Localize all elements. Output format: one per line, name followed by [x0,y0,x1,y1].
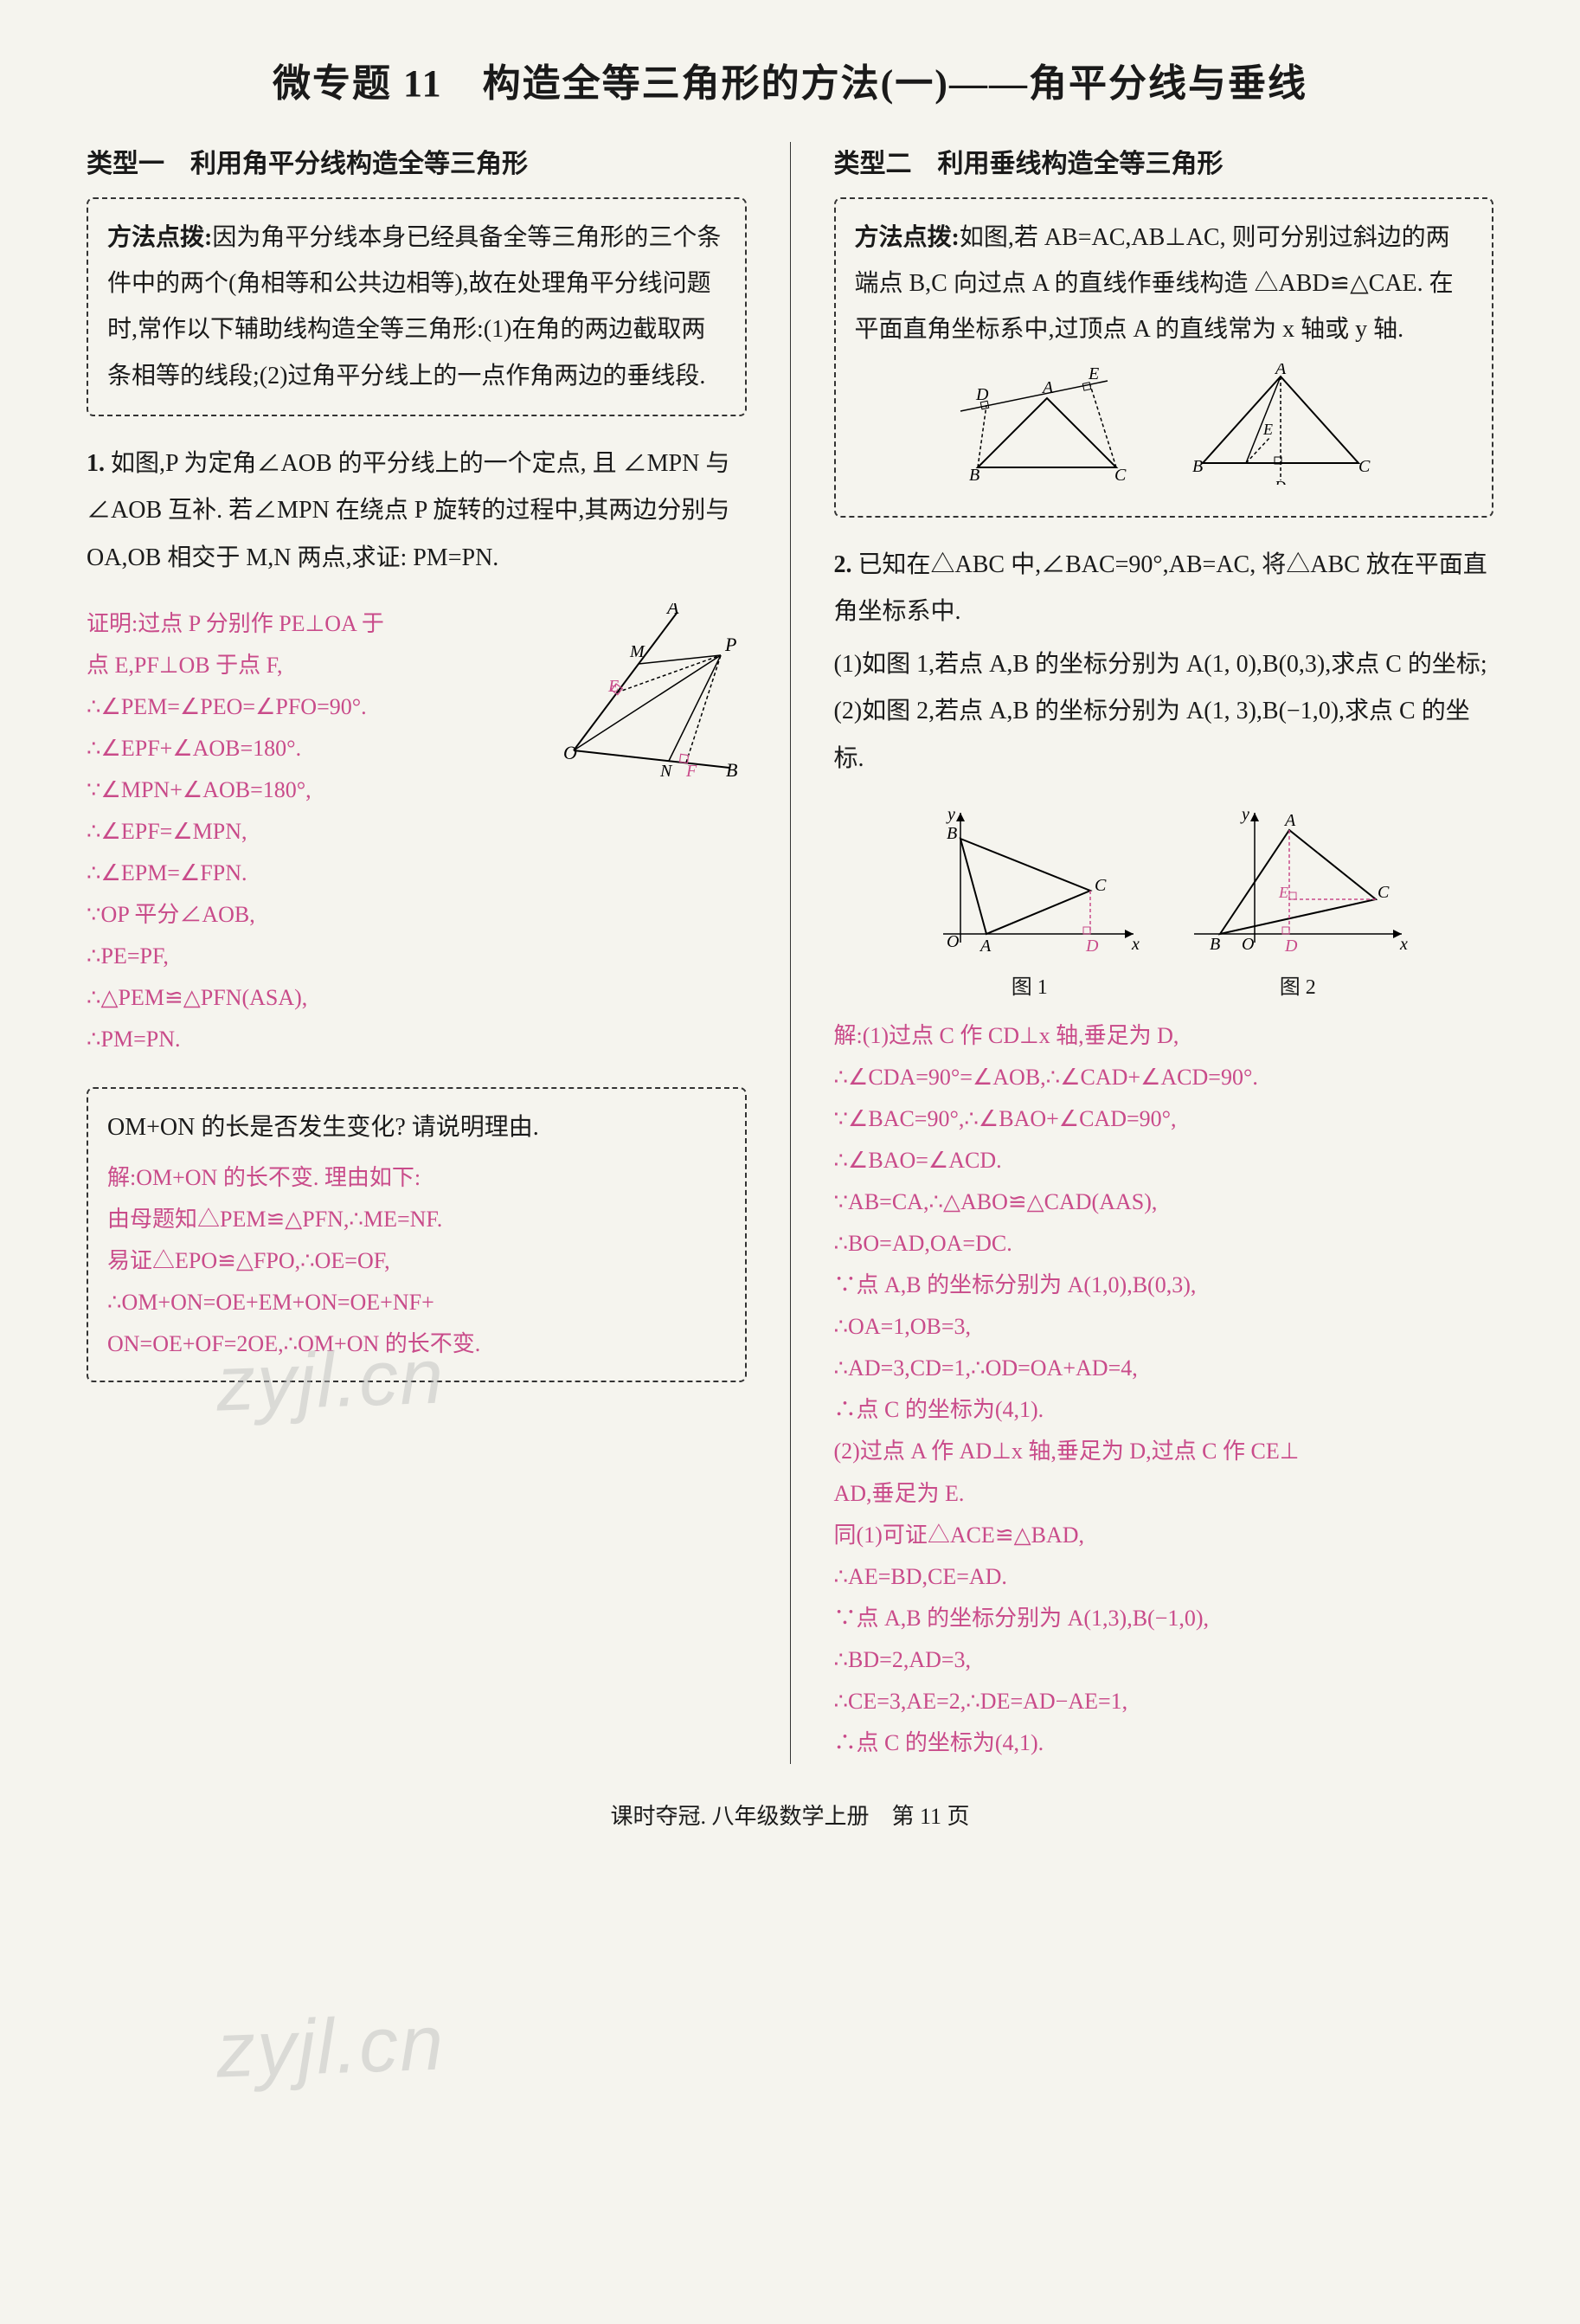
svg-text:x: x [1399,935,1408,954]
column-divider [790,142,791,1764]
problem-1-answer-block: A O P B M E N F 证明:过点 P 分别作 PE⊥OA 于 点 E,… [87,603,747,1061]
problem-1: 1. 如图,P 为定角∠AOB 的平分线上的一个定点, 且 ∠MPN 与 ∠AO… [87,441,747,583]
svg-text:M: M [629,642,645,661]
svg-text:A: A [1283,811,1296,830]
problem-num: 1. [87,450,105,477]
ans-line: ∴BD=2,AD=3, [834,1639,1494,1681]
ans-line: ∵∠BAC=90°,∴∠BAO+∠CAD=90°, [834,1098,1494,1140]
ans-line: ∴OA=1,OB=3, [834,1306,1494,1348]
proof-line: ∵OP 平分∠AOB, [87,894,747,936]
svg-text:F: F [685,762,697,776]
method-label: 方法点拨: [855,224,960,251]
proof-line: ∴PE=PF, [87,936,747,977]
svg-text:C: C [1114,466,1127,485]
svg-text:A: A [1041,378,1054,397]
method-figures: A B C D E A B C E D [855,364,1474,485]
right-column: 类型二 利用垂线构造全等三角形 方法点拨:如图,若 AB=AC,AB⊥AC, 则… [834,142,1494,1764]
ans-line: ∵AB=CA,∴△ABO≌△CAD(AAS), [834,1181,1494,1223]
proof-line: ∴△PEM≌△PFN(ASA), [87,977,747,1019]
left-heading: 类型一 利用角平分线构造全等三角形 [87,142,747,180]
fig1-caption: 图 1 [917,969,1142,1000]
ans-line: ∵点 A,B 的坐标分别为 A(1,3),B(−1,0), [834,1598,1494,1639]
svg-text:E: E [607,677,619,696]
left-column: 类型一 利用角平分线构造全等三角形 方法点拨:因为角平分线本身已经具备全等三角形… [87,142,747,1764]
svg-text:E: E [1262,421,1273,438]
ans-line: AD,垂足为 E. [834,1473,1494,1515]
svg-text:y: y [946,805,955,824]
ans-line: ON=OE+OF=2OE,∴OM+ON 的长不变. [107,1323,726,1365]
problem-num: 2. [834,551,852,578]
ans-line: 易证△EPO≌△FPO,∴OE=OF, [107,1240,726,1282]
ans-line: ∴点 C 的坐标为(4,1). [834,1722,1494,1764]
svg-text:O: O [1242,935,1254,954]
ans-line: ∴AD=3,CD=1,∴OD=OA+AD=4, [834,1348,1494,1389]
figure-2: O A B C D E x y 图 2 [1185,804,1410,1000]
svg-text:C: C [1378,883,1390,902]
sub-answer: 解:OM+ON 的长不变. 理由如下: 由母题知△PEM≌△PFN,∴ME=NF… [107,1157,726,1365]
svg-text:D: D [1085,937,1099,956]
ans-line: 解:OM+ON 的长不变. 理由如下: [107,1157,726,1199]
two-column-layout: 类型一 利用角平分线构造全等三角形 方法点拨:因为角平分线本身已经具备全等三角形… [87,142,1493,1764]
proof-line: ∴∠EPM=∠FPN. [87,853,747,894]
ans-line: ∴BO=AD,OA=DC. [834,1223,1494,1265]
problem-2-sub2: (2)如图 2,若点 A,B 的坐标分别为 A(1, 3),B(−1,0),求点… [834,688,1494,782]
method-box-left: 方法点拨:因为角平分线本身已经具备全等三角形的三个条件中的两个(角相等和公共边相… [87,197,747,416]
svg-text:O: O [563,742,577,763]
svg-text:B: B [726,759,737,776]
svg-text:E: E [1278,884,1288,901]
svg-text:P: P [724,634,736,655]
figure-1: O A B C D x y 图 1 [917,804,1142,1000]
svg-text:D: D [1284,937,1298,956]
svg-text:D: D [975,385,989,404]
sub-question-text: OM+ON 的长是否发生变化? 请说明理由. [107,1104,726,1150]
problem-2-text: 已知在△ABC 中,∠BAC=90°,AB=AC, 将△ABC 放在平面直角坐标… [834,551,1487,626]
right-heading: 类型二 利用垂线构造全等三角形 [834,142,1494,180]
svg-text:y: y [1240,805,1249,824]
page-title: 微专题 11 构造全等三角形的方法(一)——角平分线与垂线 [87,52,1493,107]
problem-1-text: 如图,P 为定角∠AOB 的平分线上的一个定点, 且 ∠MPN 与 ∠AOB 互… [87,450,729,571]
svg-text:A: A [665,603,679,618]
svg-text:x: x [1131,935,1140,954]
ans-line: ∴点 C 的坐标为(4,1). [834,1389,1494,1431]
svg-text:B: B [1192,457,1203,476]
proof-line: ∴∠EPF=∠MPN, [87,811,747,853]
ans-line: 由母题知△PEM≌△PFN,∴ME=NF. [107,1199,726,1240]
svg-text:C: C [1358,457,1371,476]
ans-line: (2)过点 A 作 AD⊥x 轴,垂足为 D,过点 C 作 CE⊥ [834,1431,1494,1472]
problem-2: 2. 已知在△ABC 中,∠BAC=90°,AB=AC, 将△ABC 放在平面直… [834,542,1494,783]
svg-text:C: C [1095,876,1107,895]
page-footer: 课时夺冠. 八年级数学上册 第 11 页 [87,1799,1493,1831]
figure-aob: A O P B M E N F [556,603,747,781]
svg-text:B: B [969,466,979,485]
method-label: 方法点拨: [107,224,212,251]
ans-line: ∴∠CDA=90°=∠AOB,∴∠CAD+∠ACD=90°. [834,1057,1494,1098]
watermark: zyjl.cn [215,1999,446,2095]
ans-line: ∴CE=3,AE=2,∴DE=AD−AE=1, [834,1681,1494,1722]
svg-text:D: D [1274,478,1286,485]
sub-question-box: OM+ON 的长是否发生变化? 请说明理由. 解:OM+ON 的长不变. 理由如… [87,1087,747,1383]
ans-line: 解:(1)过点 C 作 CD⊥x 轴,垂足为 D, [834,1015,1494,1057]
ans-line: ∴OM+ON=OE+EM+ON=OE+NF+ [107,1282,726,1323]
proof-line: ∴PM=PN. [87,1019,747,1060]
ans-line: 同(1)可证△ACE≌△BAD, [834,1515,1494,1556]
problem-2-figures: O A B C D x y 图 1 [834,804,1494,1000]
svg-text:B: B [947,824,957,843]
method-box-right: 方法点拨:如图,若 AB=AC,AB⊥AC, 则可分别过斜边的两端点 B,C 向… [834,197,1494,518]
svg-text:B: B [1210,935,1220,954]
ans-line: ∵点 A,B 的坐标分别为 A(1,0),B(0,3), [834,1265,1494,1306]
ans-line: ∴∠BAO=∠ACD. [834,1140,1494,1181]
svg-text:A: A [1274,364,1287,378]
problem-2-answer: 解:(1)过点 C 作 CD⊥x 轴,垂足为 D, ∴∠CDA=90°=∠AOB… [834,1015,1494,1765]
ans-line: ∴AE=BD,CE=AD. [834,1556,1494,1598]
svg-text:E: E [1088,364,1099,383]
fig2-caption: 图 2 [1185,969,1410,1000]
svg-text:N: N [659,762,673,776]
problem-2-sub1: (1)如图 1,若点 A,B 的坐标分别为 A(1, 0),B(0,3),求点 … [834,641,1494,689]
svg-text:A: A [979,937,992,956]
svg-text:O: O [947,932,959,951]
